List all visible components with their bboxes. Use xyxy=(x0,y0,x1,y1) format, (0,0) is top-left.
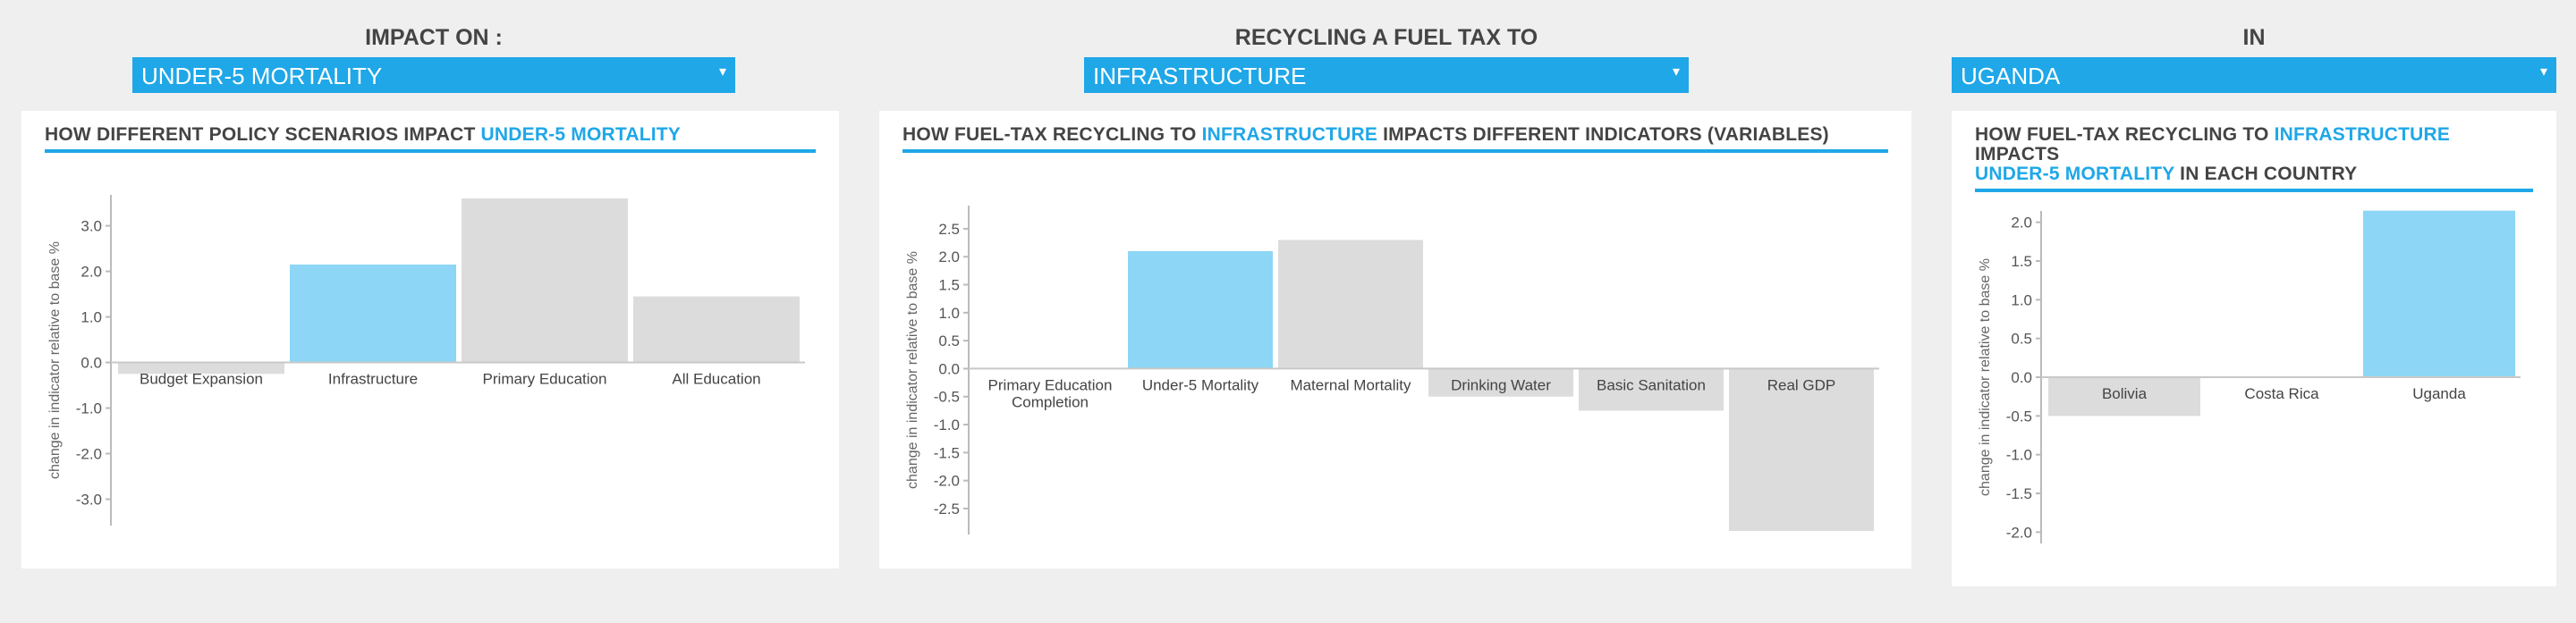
y-tick-label: 0.0 xyxy=(80,355,102,372)
country-dropdown[interactable]: UGANDA ▾ xyxy=(1952,57,2556,93)
impact-dropdown[interactable]: UNDER-5 MORTALITY ▾ xyxy=(132,57,735,93)
y-tick-label: -0.5 xyxy=(2006,408,2032,425)
category-label: All Education xyxy=(672,371,760,388)
y-tick-label: -2.0 xyxy=(76,446,102,463)
y-tick-label: -1.0 xyxy=(934,417,960,434)
countries-title-text-mid: IMPACTS xyxy=(1975,144,2060,164)
y-tick-label: 2.0 xyxy=(938,248,960,265)
y-tick-label: 0.0 xyxy=(938,360,960,377)
recycling-dropdown[interactable]: INFRASTRUCTURE ▾ xyxy=(1084,57,1689,93)
y-tick-label: 1.0 xyxy=(2011,291,2032,308)
category-label: Real GDP xyxy=(1767,376,1836,393)
chart-bar[interactable] xyxy=(1729,368,1874,531)
category-label: Budget Expansion xyxy=(140,371,263,388)
recycling-selector-label: RECYCLING A FUEL TAX TO xyxy=(1234,25,1538,50)
y-tick-label: -3.0 xyxy=(76,492,102,509)
impact-selector-label: IMPACT ON : xyxy=(365,25,503,50)
y-tick-label: 2.0 xyxy=(2011,215,2032,232)
policy-title-text: HOW DIFFERENT POLICY SCENARIOS IMPACT xyxy=(45,124,481,145)
category-label: Under-5 Mortality xyxy=(1142,376,1259,393)
category-label: Uganda xyxy=(2412,385,2466,402)
country-dropdown-value: UGANDA xyxy=(1961,63,2061,89)
chevron-down-icon: ▾ xyxy=(718,64,726,80)
y-tick-label: -1.5 xyxy=(934,444,960,461)
y-tick-label: 2.5 xyxy=(938,221,960,238)
chart-bar[interactable] xyxy=(2363,210,2515,377)
category-label: Primary Education xyxy=(483,371,607,388)
y-tick-label: -1.5 xyxy=(2006,485,2032,502)
countries-panel: HOW FUEL-TAX RECYCLING TO INFRASTRUCTURE… xyxy=(1952,111,2556,586)
countries-title-text: HOW FUEL-TAX RECYCLING TO xyxy=(1975,124,2275,145)
y-axis-label: change in indicator relative to base % xyxy=(1978,258,1993,496)
impact-dropdown-value: UNDER-5 MORTALITY xyxy=(141,63,383,89)
y-tick-label: 2.0 xyxy=(80,264,102,281)
chart-bar[interactable] xyxy=(633,296,800,363)
policy-panel-title: HOW DIFFERENT POLICY SCENARIOS IMPACT UN… xyxy=(45,122,816,153)
y-tick-label: 1.0 xyxy=(938,305,960,322)
y-axis-label: change in indicator relative to base % xyxy=(905,251,920,489)
chart-bar[interactable] xyxy=(2048,377,2200,417)
y-tick-label: -0.5 xyxy=(934,389,960,406)
country-selector-label: IN xyxy=(2242,25,2266,50)
chart-bar[interactable] xyxy=(1428,368,1573,397)
y-tick-label: 0.0 xyxy=(2011,369,2032,386)
category-label: Costa Rica xyxy=(2244,385,2319,402)
y-tick-label: 3.0 xyxy=(80,218,102,235)
indicators-panel-title: HOW FUEL-TAX RECYCLING TO INFRASTRUCTURE… xyxy=(902,122,1888,153)
chevron-down-icon: ▾ xyxy=(1672,64,1680,80)
chart-bar[interactable] xyxy=(118,362,284,375)
countries-chart: -2.0 -1.5 -1.0 -0.5 0.0 0.5 1.0 1.5 2.0 change in… xyxy=(1978,210,2521,543)
y-tick-label: -2.0 xyxy=(2006,524,2032,541)
indicators-panel: HOW FUEL-TAX RECYCLING TO INFRASTRUCTURE… xyxy=(879,111,1911,568)
policy-scenarios-panel: HOW DIFFERENT POLICY SCENARIOS IMPACT UN… xyxy=(21,111,839,568)
y-tick-label: -2.0 xyxy=(934,473,960,490)
category-label: Basic Sanitation xyxy=(1597,376,1706,393)
chart-bar[interactable] xyxy=(1128,250,1273,369)
indicators-title-text-end: IMPACTS DIFFERENT INDICATORS (VARIABLES) xyxy=(1377,124,1829,145)
category-label: Drinking Water xyxy=(1451,376,1551,393)
category-label: Primary Education Completion xyxy=(988,376,1113,410)
chevron-down-icon: ▾ xyxy=(2539,64,2547,80)
chart-bar[interactable] xyxy=(1579,368,1724,411)
y-tick-label: 1.0 xyxy=(80,309,102,326)
category-label: Maternal Mortality xyxy=(1290,376,1411,393)
countries-title-highlight: INFRASTRUCTURE xyxy=(2274,124,2451,145)
recycling-dropdown-value: INFRASTRUCTURE xyxy=(1093,63,1307,89)
countries-title-highlight-2: UNDER-5 MORTALITY xyxy=(1975,164,2175,184)
category-label: Bolivia xyxy=(2102,385,2148,402)
chart-bar[interactable] xyxy=(290,264,456,363)
chart-bar[interactable] xyxy=(1278,240,1423,369)
y-tick-label: -1.0 xyxy=(76,400,102,417)
indicators-title-highlight: INFRASTRUCTURE xyxy=(1201,124,1378,145)
y-tick-label: -2.5 xyxy=(934,501,960,518)
y-tick-label: 1.5 xyxy=(938,277,960,294)
policy-title-highlight: UNDER-5 MORTALITY xyxy=(480,124,682,145)
category-label: Infrastructure xyxy=(328,371,418,388)
y-tick-label: 0.5 xyxy=(2011,331,2032,348)
y-axis-label: change in indicator relative to base % xyxy=(47,241,63,479)
y-tick-label: 0.5 xyxy=(938,333,960,349)
y-tick-label: -1.0 xyxy=(2006,447,2032,464)
countries-panel-title: HOW FUEL-TAX RECYCLING TO INFRASTRUCTURE… xyxy=(1975,122,2533,192)
chart-bar[interactable] xyxy=(462,198,628,363)
indicators-chart: -2.5 -2.0 -1.5 -1.0 -0.5 0.0 0.5 1.0 1.5 2.0 2.5 ch… xyxy=(905,206,1879,535)
countries-title-text-end: IN EACH COUNTRY xyxy=(2174,164,2358,184)
policy-scenarios-chart: -3.0 -2.0 -1.0 0.0 1.0 2.0 3.0 change in indica… xyxy=(47,195,805,526)
y-tick-label: 1.5 xyxy=(2011,253,2032,270)
indicators-title-text: HOW FUEL-TAX RECYCLING TO xyxy=(902,124,1202,145)
